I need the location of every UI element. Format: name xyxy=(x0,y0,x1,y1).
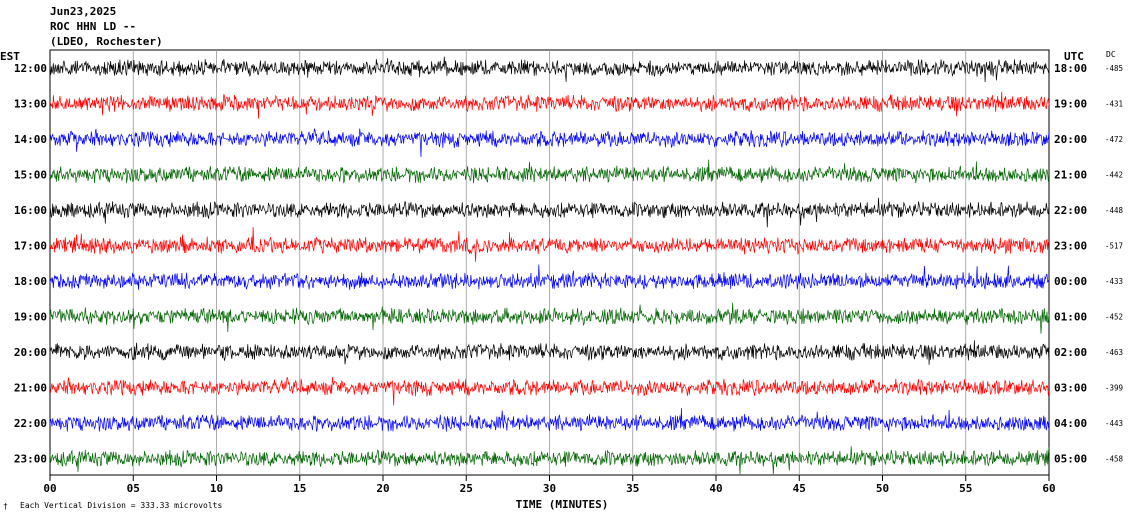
est-hour-label: 18:00 xyxy=(14,275,47,288)
est-hour-label: 12:00 xyxy=(14,62,47,75)
dc-offset-label: -452 xyxy=(1105,313,1123,322)
x-tick-label: 50 xyxy=(876,482,889,495)
utc-hour-label: 04:00 xyxy=(1054,417,1087,430)
est-hour-label: 16:00 xyxy=(14,204,47,217)
x-axis-title: TIME (MINUTES) xyxy=(516,498,609,511)
x-tick-label: 20 xyxy=(376,482,389,495)
utc-hour-label: 01:00 xyxy=(1054,311,1087,324)
dc-offset-label: -442 xyxy=(1105,171,1123,180)
scale-note: Each Vertical Division = 333.33 microvol… xyxy=(20,501,222,510)
utc-hour-label: 20:00 xyxy=(1054,133,1087,146)
dc-offset-label: -458 xyxy=(1105,455,1124,464)
seismic-trace xyxy=(49,128,1050,158)
trace-group xyxy=(49,56,1050,475)
seismic-trace xyxy=(49,376,1050,406)
dc-header-label: DC xyxy=(1106,50,1116,59)
seismic-trace xyxy=(49,446,1050,475)
est-hour-label: 15:00 xyxy=(14,169,47,182)
x-tick-label: 55 xyxy=(959,482,972,495)
est-hour-label: 19:00 xyxy=(14,311,47,324)
utc-hour-label: 02:00 xyxy=(1054,346,1087,359)
x-tick-label: 30 xyxy=(543,482,556,495)
est-hour-label: 14:00 xyxy=(14,133,47,146)
network-label: (LDEO, Rochester) xyxy=(50,35,163,48)
seismic-trace xyxy=(49,264,1050,290)
dc-offset-label: -463 xyxy=(1105,348,1123,357)
utc-hour-label: 21:00 xyxy=(1054,169,1087,182)
left-timezone-label: EST xyxy=(0,50,20,63)
seismic-trace xyxy=(49,226,1050,262)
row-labels: 12:00 18:00 -485 13:00 19:00 -431 14:00 20:00 -4… xyxy=(14,62,1124,466)
station-label: ROC HHN LD -- xyxy=(50,20,136,33)
est-hour-label: 23:00 xyxy=(14,453,47,466)
dc-offset-label: -485 xyxy=(1105,64,1123,73)
x-tick-label: 15 xyxy=(293,482,306,495)
x-axis-ticks: 00 05 10 15 20 25 30 35 40 45 50 55 60 xyxy=(43,475,1056,495)
seismic-trace xyxy=(49,56,1050,83)
x-tick-label: 10 xyxy=(210,482,223,495)
est-hour-label: 21:00 xyxy=(14,382,47,395)
utc-hour-label: 22:00 xyxy=(1054,204,1087,217)
utc-hour-label: 18:00 xyxy=(1054,62,1087,75)
est-hour-label: 13:00 xyxy=(14,98,47,111)
est-hour-label: 17:00 xyxy=(14,240,47,253)
date-label: Jun23,2025 xyxy=(50,5,116,18)
est-hour-label: 20:00 xyxy=(14,346,47,359)
utc-hour-label: 03:00 xyxy=(1054,382,1087,395)
right-timezone-label: UTC xyxy=(1064,50,1084,63)
dc-offset-label: -433 xyxy=(1105,277,1123,286)
utc-hour-label: 23:00 xyxy=(1054,240,1087,253)
x-tick-label: 05 xyxy=(127,482,140,495)
seismic-trace xyxy=(49,91,1050,119)
seismic-trace xyxy=(49,408,1050,433)
x-tick-label: 35 xyxy=(626,482,639,495)
scale-icon: † xyxy=(3,502,8,511)
utc-hour-label: 05:00 xyxy=(1054,453,1087,466)
seismic-trace xyxy=(49,197,1050,228)
x-tick-label: 25 xyxy=(460,482,473,495)
seismic-trace xyxy=(49,302,1050,334)
seismic-trace xyxy=(49,340,1050,365)
dc-offset-label: -472 xyxy=(1105,135,1123,144)
vertical-gridlines xyxy=(132,50,967,475)
dc-offset-label: -399 xyxy=(1105,384,1123,393)
utc-hour-label: 00:00 xyxy=(1054,275,1087,288)
x-tick-label: 60 xyxy=(1042,482,1055,495)
x-tick-label: 00 xyxy=(43,482,56,495)
dc-offset-label: -448 xyxy=(1105,206,1124,215)
est-hour-label: 22:00 xyxy=(14,417,47,430)
dc-offset-label: -443 xyxy=(1105,419,1123,428)
seismic-trace xyxy=(49,159,1050,184)
dc-offset-label: -517 xyxy=(1105,242,1123,251)
x-tick-label: 45 xyxy=(793,482,806,495)
utc-hour-label: 19:00 xyxy=(1054,98,1087,111)
dc-offset-label: -431 xyxy=(1105,100,1123,109)
x-tick-label: 40 xyxy=(709,482,722,495)
